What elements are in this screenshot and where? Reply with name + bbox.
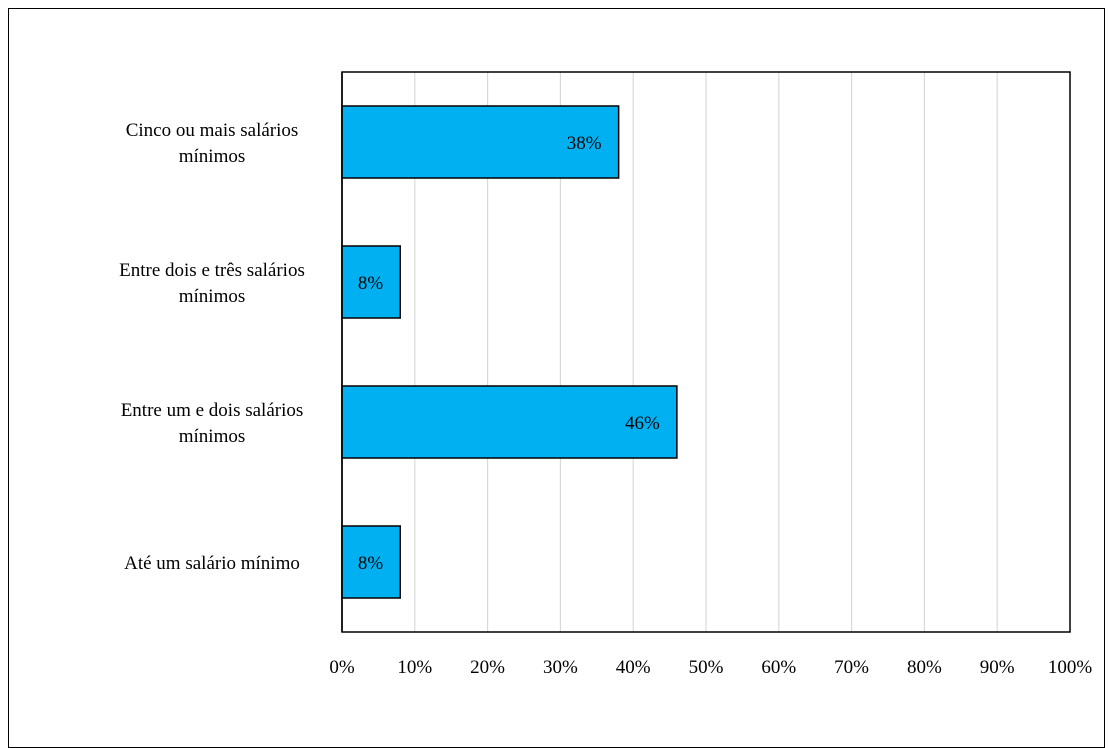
x-tick-label: 30% bbox=[543, 657, 578, 678]
category-label: Até um salário mínimo bbox=[124, 553, 300, 574]
bar bbox=[341, 385, 678, 459]
data-label: 46% bbox=[625, 413, 660, 434]
bar-chart: Cinco ou mais salários mínimos Entre dois … bbox=[119, 71, 1092, 678]
x-tick-label: 20% bbox=[470, 657, 505, 678]
x-tick-labels: 0% 10% 20% 30% 40% 50% 60% 70% 80% 90% 100% bbox=[329, 657, 1092, 678]
x-tick-label: 80% bbox=[907, 657, 942, 678]
plot-border bbox=[341, 71, 1071, 633]
data-label: 38% bbox=[567, 133, 602, 154]
bars bbox=[341, 105, 678, 599]
x-tick-label: 10% bbox=[397, 657, 432, 678]
bar bbox=[341, 105, 620, 179]
data-label: 8% bbox=[358, 553, 384, 574]
data-labels: 38% 8% 46% 8% bbox=[358, 133, 660, 574]
data-label: 8% bbox=[358, 273, 384, 294]
x-tick-label: 90% bbox=[980, 657, 1015, 678]
x-tick-label: 100% bbox=[1048, 657, 1093, 678]
category-labels: Cinco ou mais salários mínimos Entre dois … bbox=[119, 120, 305, 574]
category-label: Cinco ou mais salários mínimos bbox=[126, 120, 299, 167]
x-tick-label: 70% bbox=[834, 657, 869, 678]
x-tick-label: 40% bbox=[616, 657, 651, 678]
category-label: Entre um e dois salários mínimos bbox=[121, 400, 304, 447]
x-tick-label: 50% bbox=[689, 657, 724, 678]
x-tick-label: 0% bbox=[329, 657, 355, 678]
x-tick-label: 60% bbox=[761, 657, 796, 678]
category-label: Entre dois e três salários mínimos bbox=[119, 260, 305, 307]
